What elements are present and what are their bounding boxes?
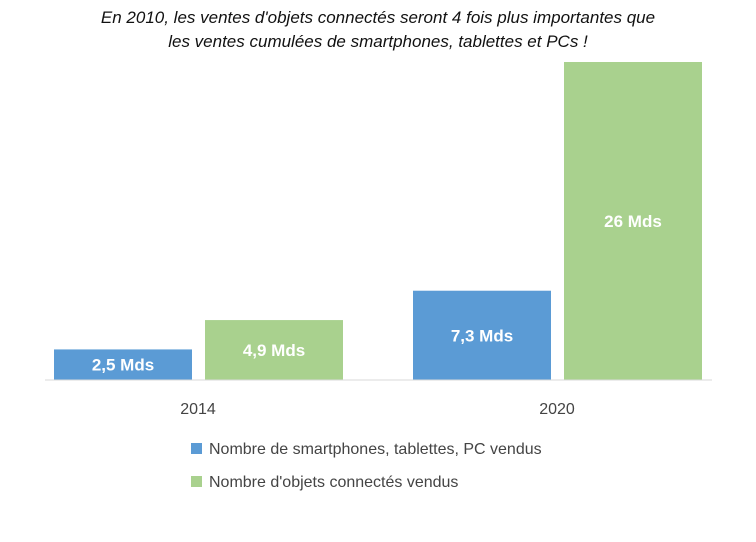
bar-2014-series-1 [54,349,192,380]
data-label: 26 Mds [604,212,662,231]
chart-title-line: En 2010, les ventes d'objets connectés s… [101,8,655,27]
data-label: 2,5 Mds [92,356,154,375]
legend-swatch [191,443,202,454]
chart-title-line: les ventes cumulées de smartphones, tabl… [168,32,588,51]
chart-title: En 2010, les ventes d'objets connectés s… [101,8,655,51]
bars [54,62,702,380]
x-axis-ticks: 2014 2020 [180,401,575,418]
data-label: 7,3 Mds [451,326,513,345]
legend-label: Nombre d'objets connectés vendus [209,474,458,491]
legend-label: Nombre de smartphones, tablettes, PC ven… [209,441,542,458]
bar-2020-series-2 [564,62,702,380]
x-tick-label: 2014 [180,401,216,418]
x-tick-label: 2020 [539,401,575,418]
data-label: 4,9 Mds [243,341,305,360]
data-labels: 2,5 Mds 4,9 Mds 7,3 Mds 26 Mds [92,212,662,375]
bar-2020-series-1 [413,290,551,380]
legend-swatch [191,476,202,487]
bar-2014-series-2 [205,320,343,380]
legend: Nombre de smartphones, tablettes, PC ven… [191,441,542,491]
